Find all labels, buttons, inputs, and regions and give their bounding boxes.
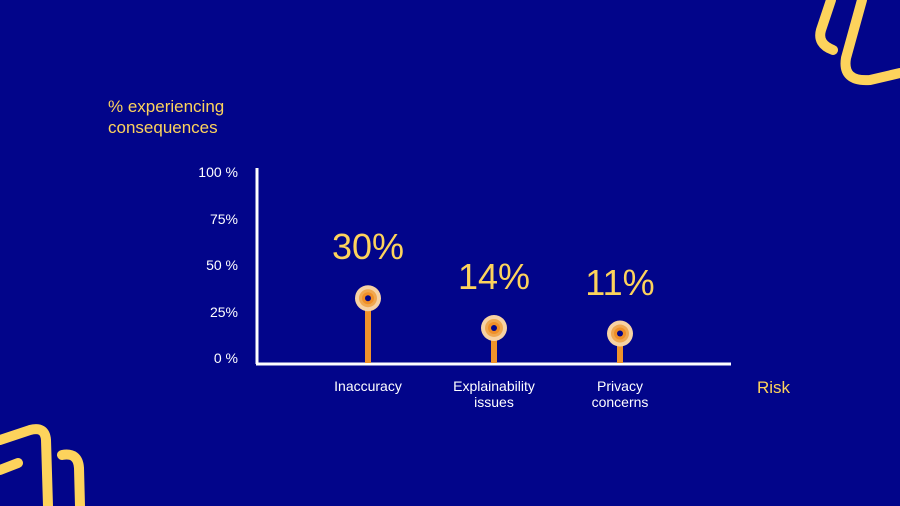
- x-tick-label: Inaccuracy: [308, 378, 428, 394]
- decor-bottom-left-hook: [0, 449, 85, 506]
- lollipop-dot: [617, 330, 623, 337]
- x-tick-label-line: issues: [474, 394, 514, 410]
- data-label: 14%: [457, 255, 531, 297]
- y-tick-label: 25%: [209, 303, 238, 320]
- y-tick-label: 0 %: [213, 350, 238, 366]
- x-tick-label-line: Privacy: [597, 378, 643, 394]
- data-label: 11%: [585, 261, 655, 303]
- decor-top-right-frame: [840, 0, 900, 86]
- lollipop-dot: [365, 295, 371, 302]
- x-tick-label: Privacy concerns: [560, 378, 680, 410]
- x-tick-label: Explainability issues: [434, 378, 554, 410]
- data-label: 30%: [331, 226, 405, 268]
- y-axis-label: % experiencing consequences: [108, 97, 225, 137]
- x-axis-label: Risk: [757, 378, 791, 397]
- x-tick-label-line: concerns: [591, 394, 649, 410]
- decor-top-right-hook: [815, 0, 838, 55]
- lollipop-dot: [491, 324, 497, 331]
- decor-bottom-left-frame: [0, 424, 53, 506]
- y-tick-label: 100 %: [198, 164, 238, 180]
- y-tick-label: 75%: [209, 210, 238, 227]
- y-tick-label: 50 %: [206, 257, 238, 273]
- x-tick-label-line: Explainability: [453, 378, 535, 394]
- x-tick-label-line: Inaccuracy: [334, 378, 402, 394]
